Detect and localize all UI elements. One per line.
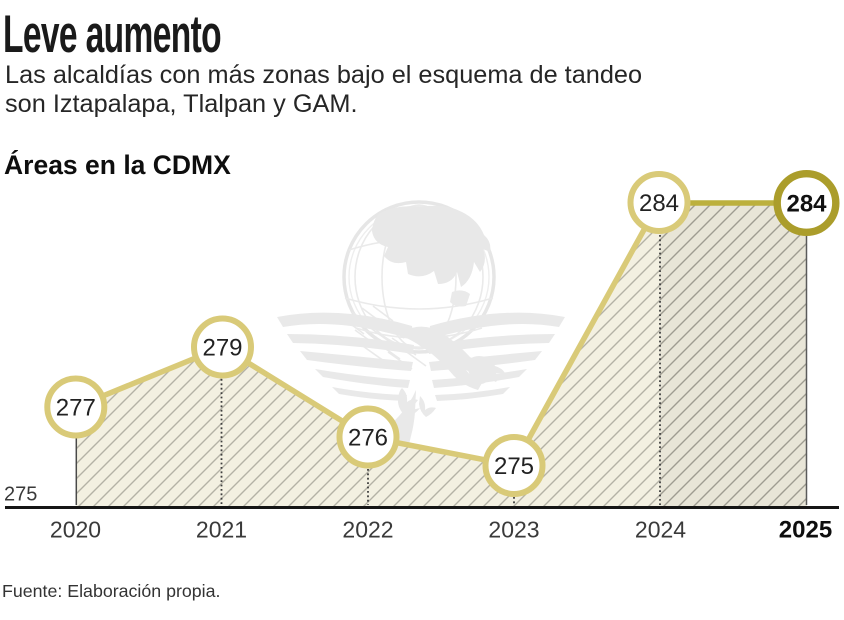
svg-text:284: 284 xyxy=(639,190,679,217)
svg-text:275: 275 xyxy=(494,453,534,480)
svg-text:2021: 2021 xyxy=(196,517,247,543)
svg-text:275: 275 xyxy=(4,484,37,506)
svg-text:277: 277 xyxy=(56,395,96,422)
svg-text:2022: 2022 xyxy=(342,517,393,543)
svg-text:279: 279 xyxy=(202,335,242,362)
svg-text:2023: 2023 xyxy=(488,517,539,543)
svg-text:2024: 2024 xyxy=(635,517,686,543)
svg-text:284: 284 xyxy=(786,191,827,218)
svg-text:2020: 2020 xyxy=(50,517,101,543)
svg-text:2025: 2025 xyxy=(779,517,832,544)
svg-text:276: 276 xyxy=(348,425,388,452)
